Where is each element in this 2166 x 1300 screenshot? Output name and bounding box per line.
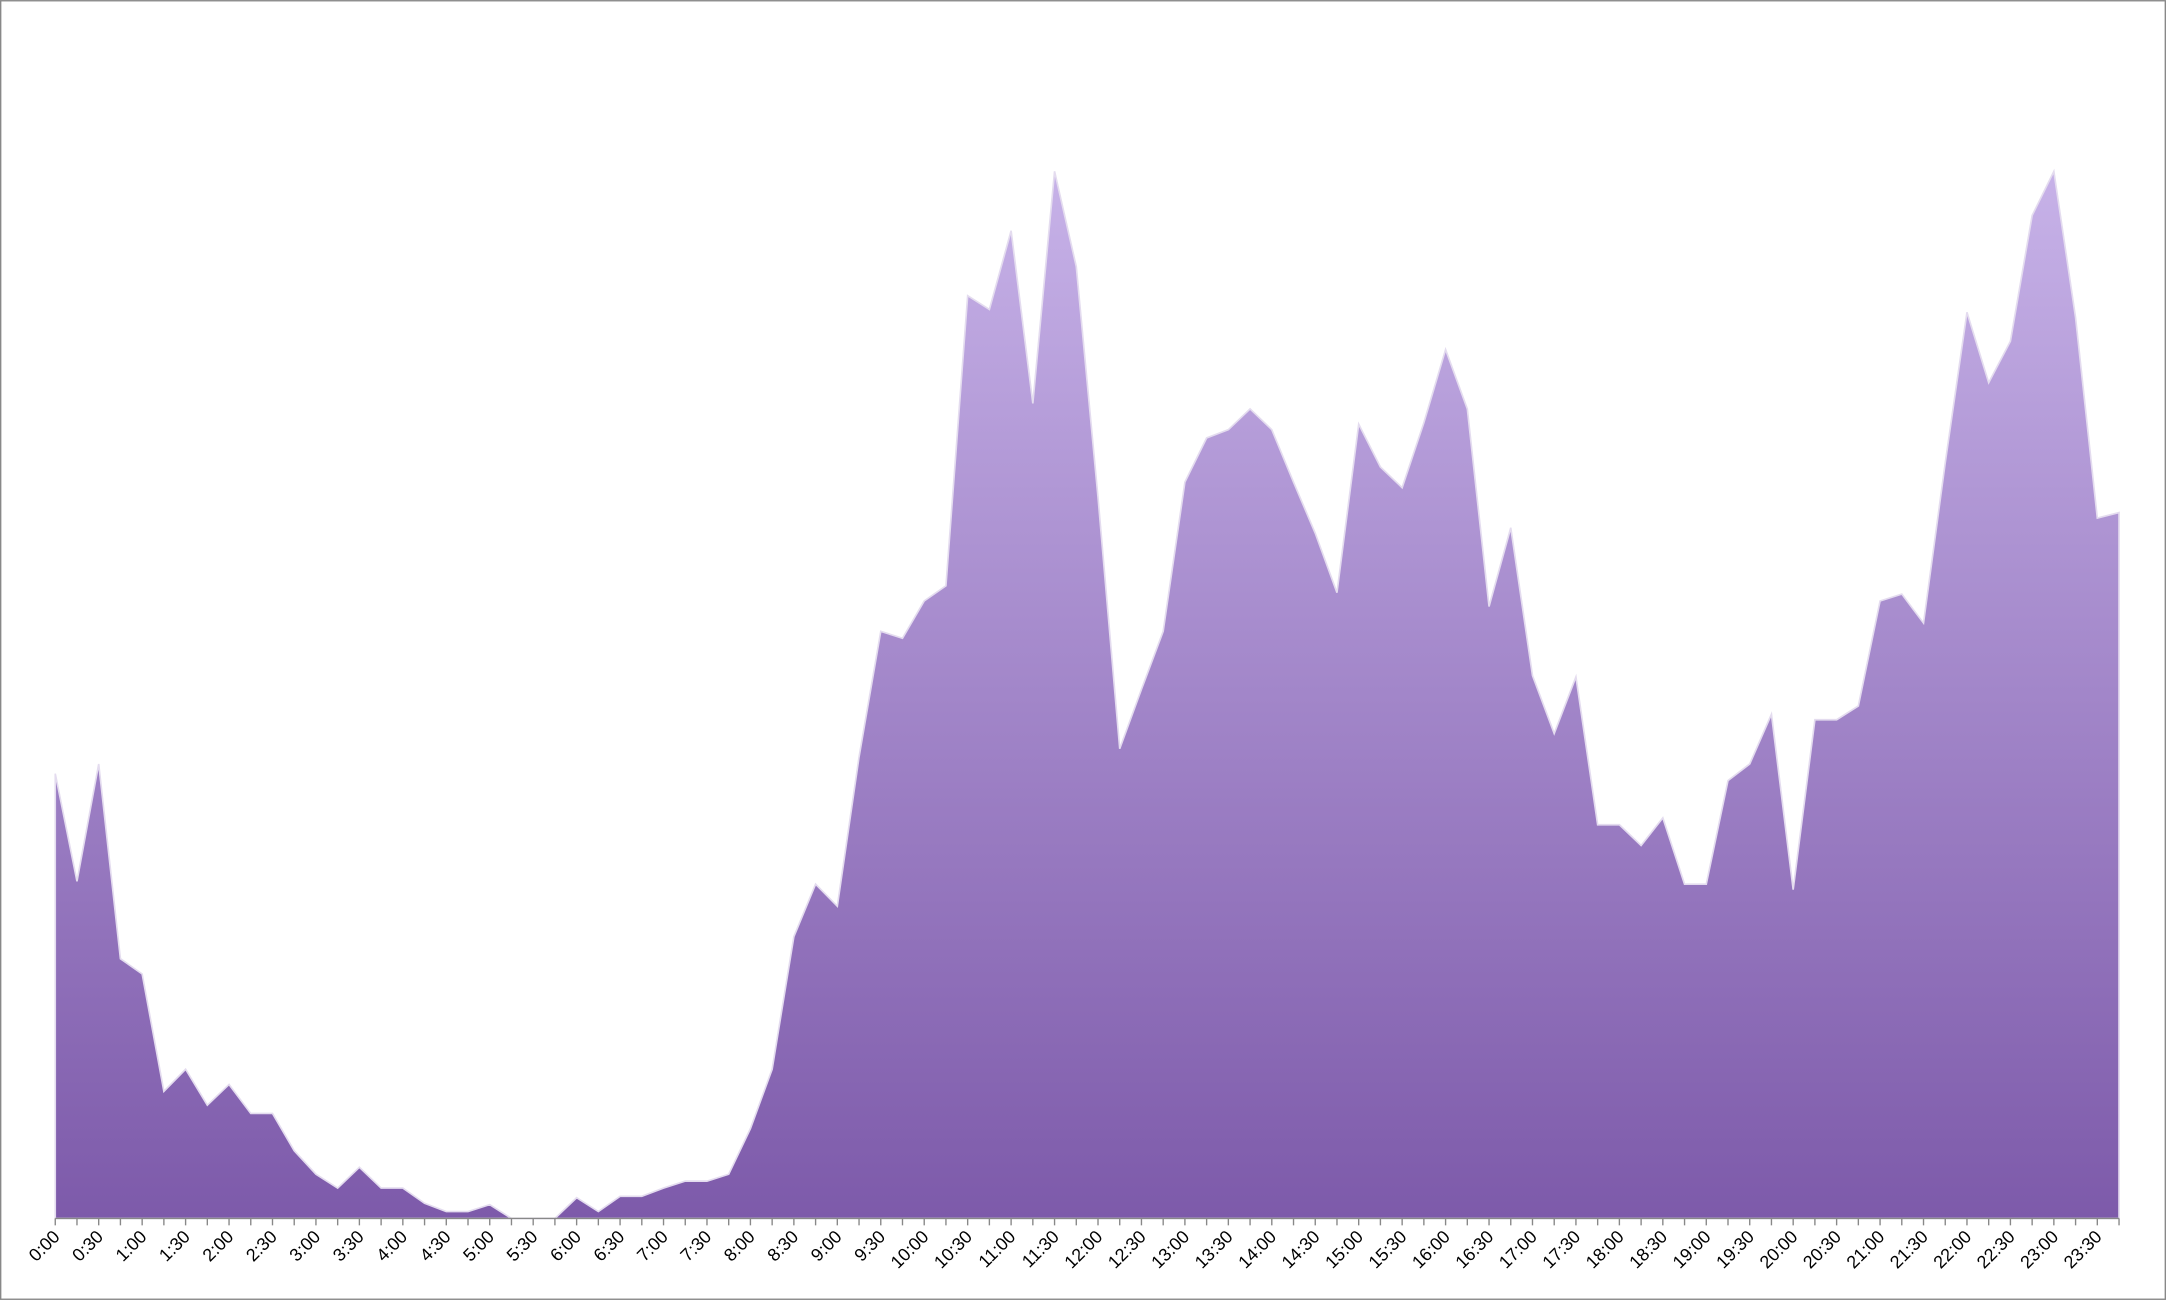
area [54, 168, 2120, 1220]
